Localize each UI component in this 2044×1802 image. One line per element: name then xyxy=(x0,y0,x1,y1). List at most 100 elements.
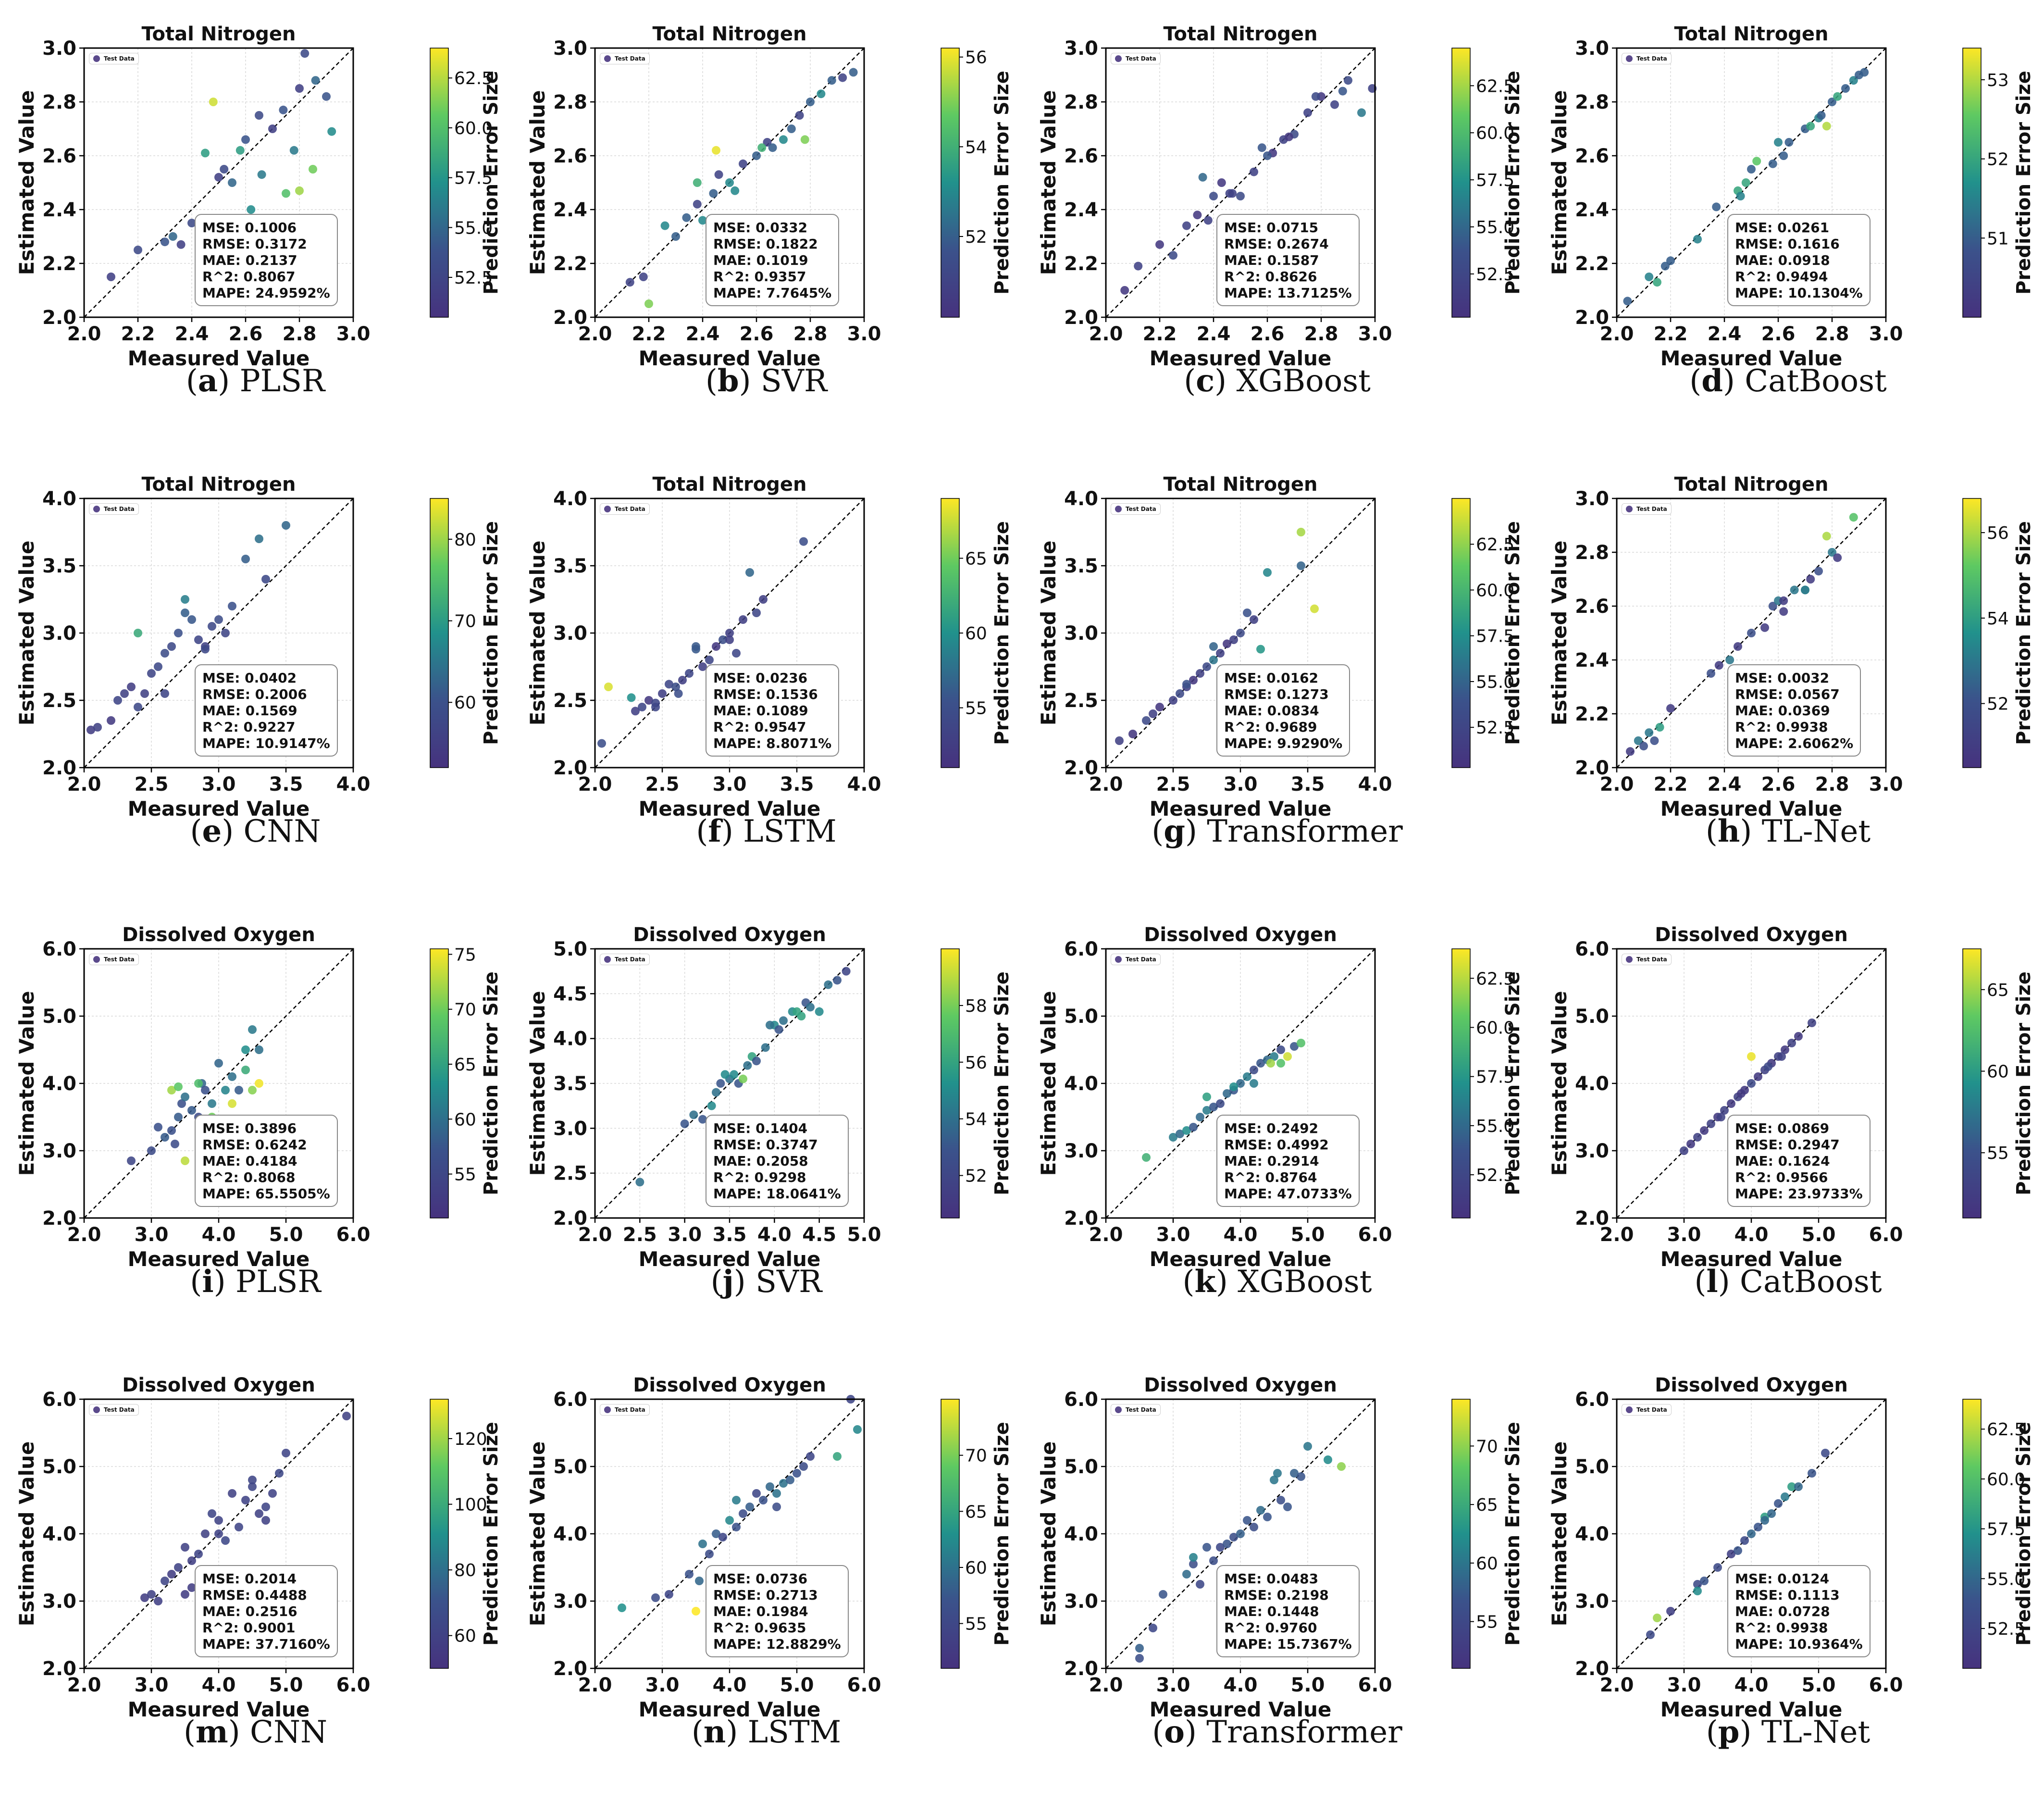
y-tick-label: 4.0 xyxy=(1064,1073,1098,1095)
data-point xyxy=(214,1529,223,1538)
data-point xyxy=(644,299,653,308)
x-tick-label: 2.6 xyxy=(1761,323,1796,345)
x-tick-label: 2.5 xyxy=(135,773,169,795)
x-tick-label: 3.0 xyxy=(202,773,236,795)
data-point xyxy=(257,170,266,179)
data-point xyxy=(658,689,667,698)
x-tick-label: 6.0 xyxy=(1358,1224,1392,1246)
caption-model: PLSR xyxy=(235,1264,321,1300)
scatter-points xyxy=(1115,528,1319,745)
data-point xyxy=(1283,1052,1292,1061)
y-tick-label: 2.8 xyxy=(1575,91,1609,113)
chart-title: Dissolved Oxygen xyxy=(1655,1374,1848,1396)
caption-letter: j xyxy=(722,1264,734,1300)
data-point xyxy=(739,615,747,624)
stat-mae: MAE: 0.1984 xyxy=(713,1603,808,1619)
colorbar-ticks: 51 52 53 xyxy=(1981,71,2009,249)
data-point xyxy=(1273,1469,1282,1478)
chart-svg: 2.0 2.2 2.4 2.6 2.8 3.0 2.0 2.2 2.4 2.6 2.8 3.0 To… xyxy=(526,23,1013,370)
caption-model: PLSR xyxy=(239,363,325,399)
y-tick-label: 2.0 xyxy=(1575,307,1609,329)
stat-r2: R^2: 0.9357 xyxy=(713,269,806,285)
colorbar-tick-label: 65 xyxy=(965,549,987,569)
legend: Test Data xyxy=(1622,954,1672,965)
data-point xyxy=(1720,1106,1729,1115)
data-point xyxy=(228,1099,236,1108)
data-point xyxy=(1734,1546,1742,1555)
identity-line xyxy=(1105,48,1375,318)
colorbar xyxy=(1962,948,1982,1218)
legend-marker-icon xyxy=(93,1406,100,1413)
plot-frame xyxy=(1616,497,1887,769)
stat-r2: R^2: 0.9566 xyxy=(1735,1169,1828,1185)
y-axis-ticks: 2.0 3.0 4.0 5.0 6.0 xyxy=(553,1389,595,1680)
legend-label: Test Data xyxy=(615,956,645,963)
colorbar-tick-label: 51 xyxy=(1987,229,2009,249)
data-point xyxy=(1216,1543,1225,1552)
y-axis-ticks: 2.0 3.0 4.0 5.0 6.0 xyxy=(42,1389,84,1680)
y-axis-label: Estimated Value xyxy=(15,991,38,1176)
data-point xyxy=(732,1496,741,1504)
stat-rmse: RMSE: 0.4488 xyxy=(202,1587,307,1603)
data-point xyxy=(752,151,761,160)
y-tick-label: 5.0 xyxy=(553,938,587,960)
y-tick-label: 2.6 xyxy=(42,145,76,167)
data-point xyxy=(1324,1455,1332,1464)
stats-box: MSE: 0.2014 RMSE: 0.4488 MAE: 0.2516 R^2… xyxy=(195,1565,338,1657)
y-tick-label: 3.0 xyxy=(42,1591,76,1613)
data-point xyxy=(161,689,169,698)
data-point xyxy=(1828,98,1836,106)
colorbar-tick-label: 54 xyxy=(1987,609,2009,629)
colorbar-tick-label: 62.5 xyxy=(1476,969,1514,989)
data-point xyxy=(1250,1066,1258,1074)
data-point xyxy=(1747,165,1756,174)
caption-letter: p xyxy=(1718,1714,1740,1750)
x-tick-label: 5.0 xyxy=(847,1224,881,1246)
x-tick-label: 3.0 xyxy=(1224,773,1258,795)
data-point xyxy=(275,1469,284,1478)
data-point xyxy=(214,615,223,624)
data-point xyxy=(689,1110,698,1119)
colorbar-tick-label: 60 xyxy=(965,1558,987,1578)
y-axis-label: Estimated Value xyxy=(526,1442,549,1627)
stat-mae: MAE: 0.1019 xyxy=(713,252,808,268)
data-point xyxy=(1781,1492,1789,1501)
scatter-points xyxy=(1135,1442,1346,1663)
x-tick-label: 2.0 xyxy=(578,1674,612,1696)
data-point xyxy=(1142,716,1151,725)
y-tick-label: 2.0 xyxy=(553,307,587,329)
stat-r2: R^2: 0.9938 xyxy=(1735,719,1828,735)
stat-mape: MAPE: 47.0733% xyxy=(1224,1186,1352,1202)
data-point xyxy=(779,1479,788,1488)
stat-mse: MSE: 0.1404 xyxy=(713,1120,808,1136)
data-point xyxy=(174,1563,183,1572)
y-tick-label: 4.0 xyxy=(553,488,587,510)
y-tick-label: 2.4 xyxy=(553,199,587,221)
data-point xyxy=(1149,1624,1157,1632)
data-point xyxy=(1741,178,1750,187)
data-point xyxy=(241,1496,250,1504)
colorbar-tick-label: 60.0 xyxy=(1476,1019,1514,1038)
y-tick-label: 3.0 xyxy=(553,1591,587,1613)
data-point xyxy=(1189,1553,1198,1562)
colorbar-tick-label: 60 xyxy=(454,1627,476,1646)
colorbar xyxy=(430,1399,449,1669)
subfigure-caption: (f) LSTM xyxy=(696,813,837,849)
data-point xyxy=(714,170,723,179)
x-axis-label: Measured Value xyxy=(1150,1247,1332,1271)
data-point xyxy=(651,703,660,711)
data-point xyxy=(1817,111,1826,120)
subfigure-caption: (i) PLSR xyxy=(190,1264,321,1300)
legend: Test Data xyxy=(600,503,650,515)
scatter-points xyxy=(87,521,290,734)
chart-svg: 2.0 3.0 4.0 5.0 6.0 2.0 3.0 4.0 5.0 6.0 Dissolve… xyxy=(1037,1374,1524,1721)
stats-box: MSE: 0.0402 RMSE: 0.2006 MAE: 0.1569 R^2… xyxy=(195,664,338,757)
legend: Test Data xyxy=(1111,1404,1161,1416)
plot-frame xyxy=(1616,47,1887,318)
y-tick-label: 3.0 xyxy=(1064,1140,1098,1162)
x-tick-label: 6.0 xyxy=(1869,1674,1903,1696)
data-point xyxy=(167,1086,176,1094)
data-point xyxy=(779,1016,788,1025)
data-point xyxy=(127,1156,136,1165)
colorbar-tick-label: 60.0 xyxy=(1987,1470,2025,1490)
